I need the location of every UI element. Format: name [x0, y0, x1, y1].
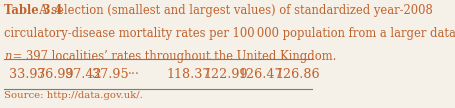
Text: 126.86: 126.86 [275, 68, 320, 81]
Text: = 397 localities’ rates throughout the United Kingdom.: = 397 localities’ rates throughout the U… [9, 50, 336, 63]
Text: circulatory-disease mortality rates per 100 000 population from a larger data se: circulatory-disease mortality rates per … [5, 27, 455, 40]
Text: 33.97: 33.97 [9, 68, 45, 81]
Text: A selection (smallest and largest values) of standardized year-2008: A selection (smallest and largest values… [32, 4, 433, 17]
Text: 126.47: 126.47 [239, 68, 283, 81]
Text: Table 3.4: Table 3.4 [5, 4, 63, 17]
Text: 36.99: 36.99 [37, 68, 73, 81]
Text: 37.42: 37.42 [65, 68, 102, 81]
Text: n: n [5, 50, 12, 63]
Text: ···: ··· [128, 68, 140, 81]
Text: Source: http://data.gov.uk/.: Source: http://data.gov.uk/. [5, 91, 143, 100]
Text: 118.37: 118.37 [167, 68, 211, 81]
Text: 37.95: 37.95 [92, 68, 129, 81]
Text: 122.99: 122.99 [203, 68, 248, 81]
